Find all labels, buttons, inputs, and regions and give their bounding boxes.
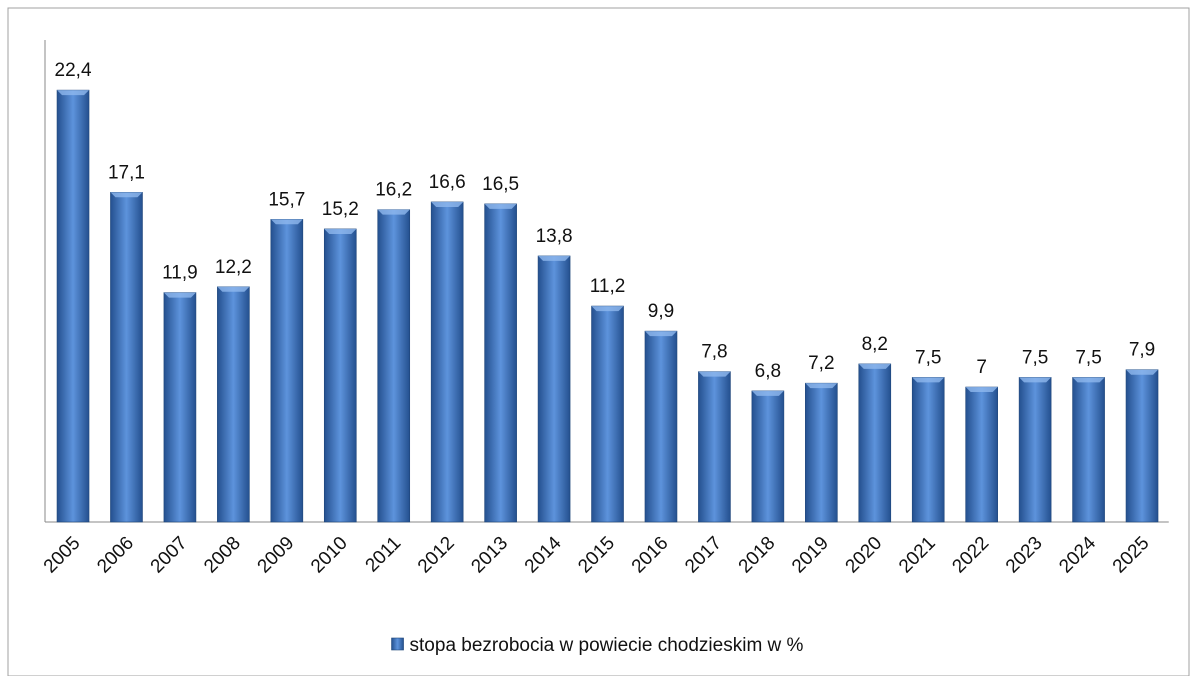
bar (484, 203, 517, 523)
bar (56, 89, 90, 523)
value-label: 16,2 (375, 180, 412, 201)
bar (858, 363, 892, 523)
bar-bevel (217, 286, 250, 292)
bar (323, 228, 357, 523)
bar-bevel (644, 331, 677, 337)
bar-bevel (591, 306, 624, 312)
bar-bevel (965, 387, 998, 393)
value-label: 16,6 (429, 172, 466, 193)
bar (1018, 377, 1052, 523)
value-label: 12,2 (215, 257, 252, 278)
bar (644, 330, 678, 523)
value-label: 13,8 (536, 226, 573, 247)
value-label: 17,1 (108, 162, 145, 183)
bar (430, 201, 464, 523)
bar (1125, 369, 1159, 523)
bar-bevel (538, 255, 571, 261)
value-label: 11,2 (590, 276, 626, 297)
bar-bevel (163, 292, 196, 298)
bar (217, 286, 250, 523)
legend-swatch (391, 637, 404, 651)
legend-label: stopa bezrobocia w powiecie chodzieskim … (410, 635, 804, 656)
bar-bevel (858, 363, 891, 369)
value-label: 16,5 (482, 174, 519, 195)
value-label: 7,2 (808, 353, 834, 374)
bar-bevel (270, 219, 303, 225)
value-label: 7,5 (1022, 347, 1048, 368)
bar (1072, 377, 1105, 523)
value-label: 7 (976, 357, 987, 378)
value-label: 8,2 (862, 334, 888, 355)
bar (377, 209, 411, 523)
bar (698, 371, 731, 523)
bar-bevel (377, 209, 410, 215)
bar (911, 377, 945, 523)
bar-bevel (110, 192, 143, 198)
bar (591, 305, 624, 523)
value-label: 11,9 (162, 263, 198, 284)
bar (751, 390, 785, 523)
value-label: 7,8 (701, 342, 727, 363)
value-label: 6,8 (755, 361, 781, 382)
bar (537, 255, 571, 523)
bar-bevel (484, 203, 517, 209)
bar-bevel (431, 201, 464, 207)
bar-bevel (698, 371, 731, 377)
value-label: 7,5 (915, 347, 941, 368)
bar (965, 386, 998, 523)
bar (270, 219, 304, 523)
value-label: 7,5 (1075, 347, 1101, 368)
bar-bevel (1072, 377, 1105, 383)
bar (163, 292, 197, 523)
value-label: 22,4 (55, 60, 92, 81)
bar (110, 192, 143, 523)
bar-bevel (805, 383, 838, 389)
bar-bevel (912, 377, 945, 383)
value-label: 15,7 (268, 189, 305, 210)
bar-bevel (57, 90, 90, 96)
bar-bevel (751, 390, 784, 396)
value-label: 7,9 (1129, 340, 1155, 361)
value-label: 15,2 (322, 199, 359, 220)
bar (805, 382, 838, 523)
bar-bevel (324, 228, 357, 234)
bar-bevel (1126, 369, 1159, 375)
value-label: 9,9 (648, 301, 674, 322)
bar-bevel (1019, 377, 1052, 383)
